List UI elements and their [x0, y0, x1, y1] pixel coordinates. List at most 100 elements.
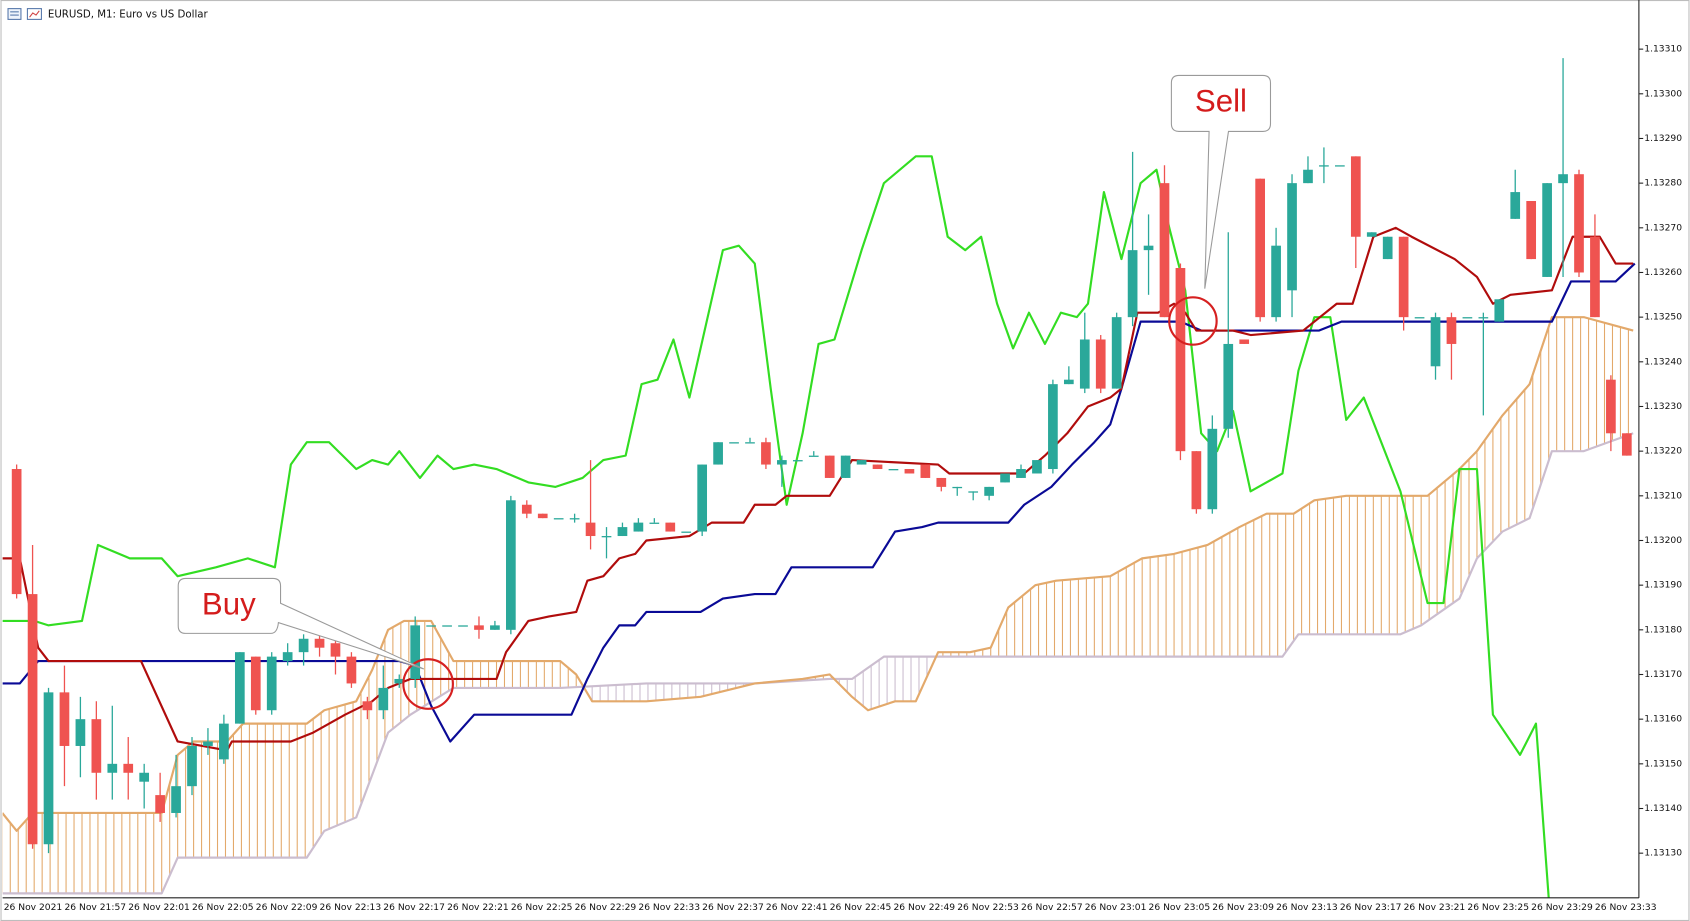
- indicator-line: [2, 155, 1550, 898]
- x-tick-label: 26 Nov 22:33: [638, 903, 700, 913]
- candle-body: [681, 531, 692, 533]
- candles: [11, 58, 1632, 854]
- candle-body: [1574, 174, 1584, 273]
- candle-body: [506, 500, 516, 630]
- candle-body: [553, 518, 564, 520]
- candle-body: [1382, 236, 1393, 260]
- buy-circle: [402, 658, 454, 710]
- x-tick-label: 26 Nov 23:13: [1276, 903, 1338, 913]
- y-tick-label: 1.13190: [1644, 581, 1682, 591]
- candle-body: [442, 625, 452, 627]
- candle-body: [936, 477, 947, 487]
- candle-body: [1111, 317, 1122, 389]
- indicator-line: [2, 226, 1634, 752]
- x-tick-label: 26 Nov 23:29: [1531, 903, 1593, 913]
- candle-body: [1271, 245, 1281, 318]
- x-tick-label: 26 Nov 22:13: [320, 903, 382, 913]
- candle-body: [1095, 339, 1106, 389]
- candle-body: [1287, 183, 1297, 291]
- candle-body: [11, 469, 22, 595]
- candle-body: [250, 656, 261, 711]
- candle-body: [713, 442, 723, 465]
- candle-body: [266, 656, 277, 711]
- sell-label: Sell: [1195, 84, 1247, 119]
- candle-body: [1366, 232, 1377, 237]
- y-tick-label: 1.13280: [1644, 179, 1682, 189]
- candle-body: [219, 723, 229, 760]
- y-tick-label: 1.13170: [1644, 670, 1682, 680]
- candle-body: [1414, 317, 1425, 319]
- x-tick-label: 26 Nov 23:17: [1340, 903, 1402, 913]
- candle-body: [1048, 384, 1058, 470]
- y-tick-label: 1.13160: [1644, 715, 1682, 725]
- candle-body: [984, 486, 994, 496]
- candle-body: [633, 522, 644, 532]
- candle-body: [665, 522, 676, 532]
- candle-body: [1542, 183, 1552, 277]
- candle-body: [824, 455, 835, 478]
- x-tick-label: 26 Nov 22:37: [702, 903, 764, 913]
- candle-body: [1303, 169, 1313, 184]
- candle-body: [203, 741, 213, 746]
- candle-body: [1159, 183, 1170, 318]
- candle-body: [569, 518, 580, 520]
- candle-body: [1016, 469, 1026, 478]
- candle-body: [537, 513, 548, 519]
- x-tick-label: 26 Nov 23:25: [1467, 903, 1529, 913]
- x-tick-label: 26 Nov 22:53: [957, 903, 1019, 913]
- candle-body: [1526, 201, 1537, 260]
- candle-body: [1350, 156, 1361, 237]
- candle-body: [1398, 236, 1409, 318]
- x-tick-label: 26 Nov 23:21: [1404, 903, 1466, 913]
- candle-body: [378, 687, 389, 711]
- x-tick-label: 26 Nov 22:17: [383, 903, 445, 913]
- buy-callout: Buy: [177, 577, 454, 710]
- candle-body: [1079, 339, 1090, 389]
- y-tick-label: 1.13210: [1644, 491, 1682, 501]
- candle-body: [458, 625, 468, 627]
- candle-body: [107, 763, 118, 773]
- indicator-line: [2, 316, 1634, 832]
- candle-body: [1446, 317, 1457, 344]
- y-tick-label: 1.13200: [1644, 536, 1682, 546]
- x-tick-label: 26 Nov 22:49: [893, 903, 955, 913]
- y-tick-label: 1.13240: [1644, 357, 1682, 367]
- candle-body: [1032, 460, 1042, 474]
- candle-body: [904, 469, 915, 474]
- y-tick-label: 1.13290: [1644, 134, 1682, 144]
- x-tick-label: 26 Nov 22:57: [1021, 903, 1083, 913]
- candle-body: [234, 652, 245, 724]
- x-tick-label: 26 Nov 22:05: [192, 903, 254, 913]
- y-tick-label: 1.13310: [1644, 45, 1682, 55]
- candle-body: [1430, 317, 1441, 367]
- y-tick-label: 1.13260: [1644, 268, 1682, 278]
- candle-body: [872, 464, 883, 470]
- sell-callout-box: [1170, 74, 1272, 289]
- candle-body: [75, 719, 86, 746]
- candle-body: [521, 504, 532, 514]
- y-tick-label: 1.13180: [1644, 625, 1682, 635]
- x-tick-label: 26 Nov 22:41: [766, 903, 828, 913]
- candle-body: [27, 594, 38, 845]
- axes: 1.13130 1.13140 1.13150 1.13160 1.13170 1.131…: [4, 45, 1683, 913]
- candle-body: [139, 772, 150, 782]
- y-tick-label: 1.13230: [1644, 402, 1682, 412]
- candle-body: [282, 652, 293, 662]
- x-tick-label: 26 Nov 23:33: [1595, 903, 1657, 913]
- candle-body: [601, 536, 612, 538]
- candle-body: [920, 464, 931, 478]
- x-tick-label: 26 Nov 22:29: [575, 903, 637, 913]
- x-tick-label: 26 Nov 22:09: [256, 903, 318, 913]
- y-tick-label: 1.13300: [1644, 89, 1682, 99]
- indicator-line: [2, 432, 1634, 895]
- candle-body: [745, 442, 755, 444]
- candle-body: [1335, 165, 1345, 167]
- candle-body: [490, 625, 500, 630]
- candle-body: [1510, 192, 1521, 219]
- candle-body: [1143, 245, 1154, 251]
- candle-body: [1558, 174, 1568, 184]
- y-tick-label: 1.13150: [1644, 759, 1682, 769]
- x-tick-label: 26 Nov 23:05: [1149, 903, 1211, 913]
